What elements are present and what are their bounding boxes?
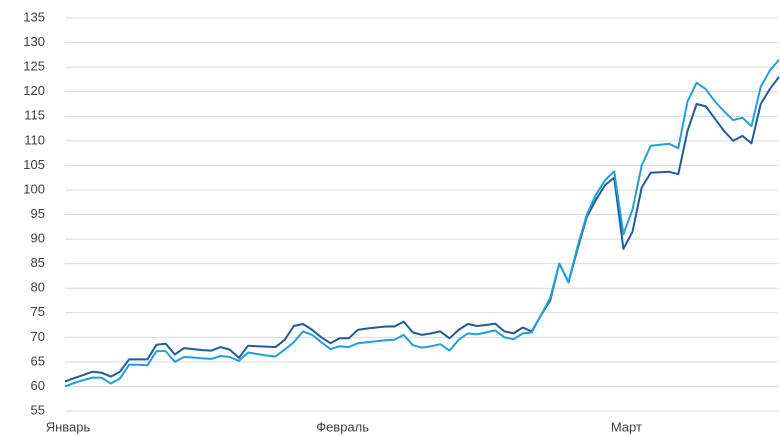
y-tick-label: 110: [24, 132, 45, 147]
x-tick-label: Март: [611, 419, 642, 434]
y-tick-label: 65: [31, 353, 45, 368]
y-tick-label: 75: [31, 304, 45, 319]
y-tick-label: 95: [31, 206, 45, 221]
y-tick-label: 90: [31, 231, 45, 246]
y-tick-label: 105: [23, 157, 45, 172]
y-tick-label: 60: [31, 378, 45, 393]
y-tick-label: 130: [23, 34, 45, 49]
y-tick-label: 135: [23, 9, 45, 24]
x-tick-label: Февраль: [316, 419, 369, 434]
y-tick-label: 80: [31, 280, 45, 295]
y-tick-label: 55: [31, 402, 45, 417]
y-tick-label: 70: [31, 329, 45, 344]
y-tick-label: 100: [23, 181, 45, 196]
y-tick-label: 85: [31, 255, 45, 270]
x-tick-label: Январь: [46, 419, 91, 434]
series-line: [64, 59, 780, 388]
y-tick-label: 125: [23, 59, 45, 74]
y-tick-label: 120: [23, 83, 45, 98]
y-tick-label: 115: [24, 108, 45, 123]
series-line: [64, 76, 780, 383]
